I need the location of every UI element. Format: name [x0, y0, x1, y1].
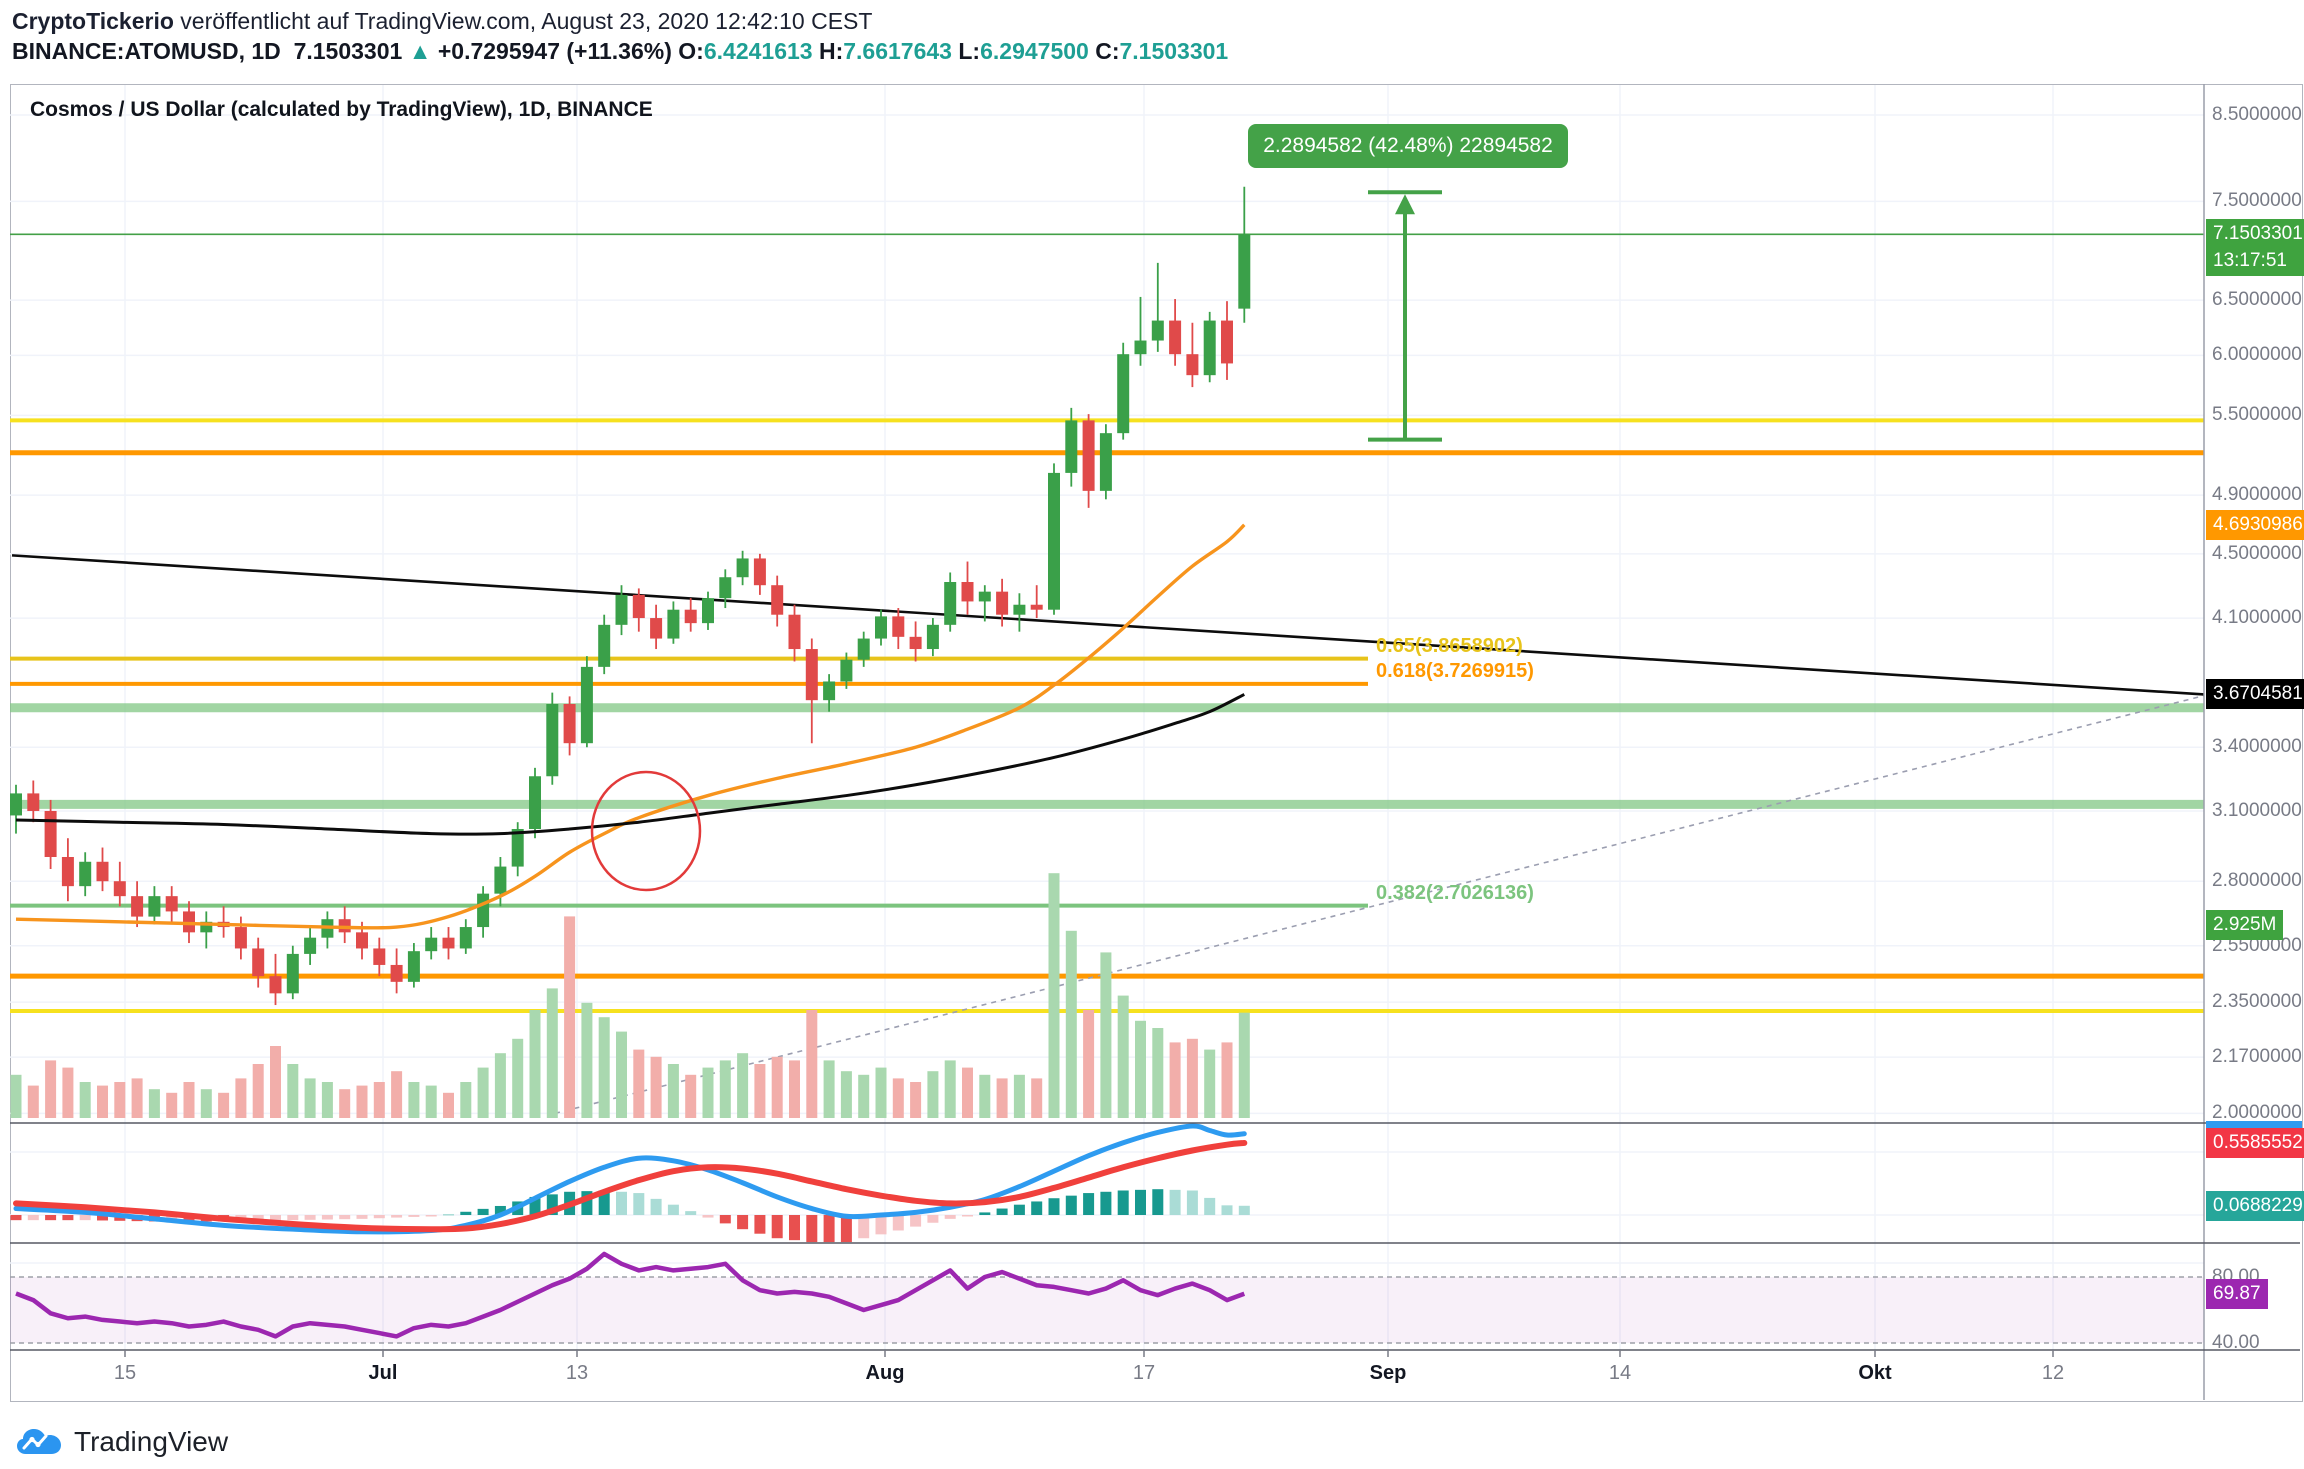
- price-tick-label[interactable]: 6.0000000: [2212, 344, 2302, 366]
- price-tick-label[interactable]: 5.5000000: [2212, 404, 2302, 426]
- publish-text: veröffentlicht auf TradingView.com, Augu…: [173, 8, 873, 34]
- change-text: +0.7295947 (+11.36%): [437, 38, 672, 64]
- price-tick-label[interactable]: 3.1000000: [2212, 799, 2302, 821]
- time-tick-label[interactable]: Sep: [1369, 1362, 1407, 1384]
- measure-label-badge[interactable]: 2.2894582 (42.48%) 22894582: [1248, 124, 1568, 168]
- publish-line: CryptoTickerio veröffentlicht auf Tradin…: [12, 8, 872, 35]
- brand-name: TradingView: [74, 1426, 229, 1457]
- low-label: L:: [958, 38, 981, 64]
- axis-badge-macd-hist: 0.0688229: [2206, 1191, 2304, 1222]
- time-tick-label[interactable]: 17: [1132, 1362, 1156, 1384]
- fib-level-label[interactable]: 0.382(2.7026136): [1376, 881, 1534, 904]
- axis-badge-macd-signal: 0.5585552: [2206, 1127, 2304, 1158]
- axis-badge-last-price: 7.1503301: [2206, 219, 2304, 250]
- symbol-line: BINANCE:ATOMUSD, 1D 7.1503301 ▲ +0.72959…: [12, 38, 1228, 65]
- chart-legend-title[interactable]: Cosmos / US Dollar (calculated by Tradin…: [30, 98, 653, 121]
- high-label: H:: [818, 38, 844, 64]
- last-price-text: 7.1503301: [293, 38, 403, 64]
- low-value: 6.2947500: [980, 38, 1089, 64]
- fib-level-label[interactable]: 0.618(3.7269915): [1376, 659, 1534, 682]
- open-label: O:: [678, 38, 704, 64]
- price-tick-label[interactable]: 6.5000000: [2212, 289, 2302, 311]
- price-tick-label[interactable]: 4.9000000: [2212, 484, 2302, 506]
- author-name: CryptoTickerio: [12, 8, 174, 34]
- time-tick-label[interactable]: 15: [113, 1362, 137, 1384]
- axis-badge-countdown: 13:17:51: [2206, 246, 2304, 277]
- price-tick-label[interactable]: 2.8000000: [2212, 870, 2302, 892]
- axis-badge-rsi-value: 69.87: [2206, 1278, 2268, 1309]
- time-tick-label[interactable]: Jul: [368, 1362, 398, 1384]
- high-value: 7.6617643: [843, 38, 952, 64]
- axis-badge-ema-value: 4.6930986: [2206, 509, 2304, 540]
- time-tick-label[interactable]: Aug: [865, 1362, 905, 1384]
- price-tick-label[interactable]: 2.3500000: [2212, 991, 2302, 1013]
- up-arrow-icon: ▲: [408, 38, 432, 64]
- time-tick-label[interactable]: 13: [565, 1362, 589, 1384]
- axis-badge-volume-value: 2.925M: [2206, 910, 2284, 940]
- time-tick-label[interactable]: Okt: [1858, 1362, 1892, 1384]
- open-value: 6.4241613: [703, 38, 813, 64]
- rsi-lower-label[interactable]: 40.00: [2212, 1332, 2260, 1353]
- fib-level-label[interactable]: 0.65(3.8658902): [1376, 634, 1523, 657]
- time-tick-label[interactable]: 12: [2041, 1362, 2065, 1384]
- tradingview-cloud-icon: [17, 1429, 61, 1454]
- price-tick-label[interactable]: 4.1000000: [2212, 607, 2302, 629]
- price-tick-label[interactable]: 7.5000000: [2212, 190, 2302, 212]
- close-label: C:: [1095, 38, 1120, 64]
- time-tick-label[interactable]: 14: [1608, 1362, 1632, 1384]
- axis-badge-ma-value: 3.6704581: [2206, 679, 2304, 710]
- price-tick-label[interactable]: 8.5000000: [2212, 104, 2302, 125]
- chart-container[interactable]: [10, 84, 2303, 1402]
- price-tick-label[interactable]: 4.5000000: [2212, 542, 2302, 564]
- symbol-ticker: BINANCE:ATOMUSD, 1D: [12, 38, 281, 64]
- price-tick-label[interactable]: 2.0000000: [2212, 1102, 2302, 1124]
- price-tick-label[interactable]: 3.4000000: [2212, 736, 2302, 758]
- close-value: 7.1503301: [1119, 38, 1229, 64]
- price-tick-label[interactable]: 2.1700000: [2212, 1046, 2302, 1068]
- tradingview-logo[interactable]: TradingView: [16, 1424, 228, 1460]
